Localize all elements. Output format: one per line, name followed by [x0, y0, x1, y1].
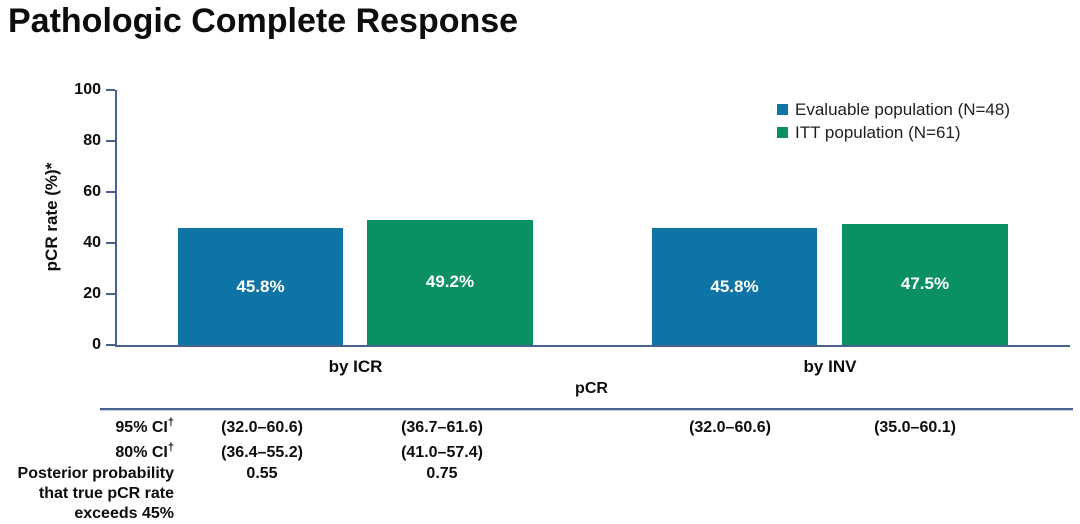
category-label-by-icr: by ICR — [328, 357, 383, 376]
stats-value: (36.7–61.6) — [401, 419, 483, 436]
stats-row-label: 80% CI† — [0, 441, 174, 463]
bar-value-label: 45.8% — [236, 276, 285, 296]
bar-by-icr-series-0: 45.8% — [178, 228, 343, 345]
bar-value-label: 49.2% — [425, 272, 475, 292]
y-axis-tick — [106, 140, 115, 142]
y-axis-tick — [106, 89, 115, 92]
bar-by-inv-series-1: 47.5% — [842, 223, 1008, 345]
x-axis-title: pCR — [575, 380, 608, 397]
legend-swatch-green-icon — [777, 127, 788, 138]
stats-row-label: 95% CI† — [0, 416, 174, 438]
chart-legend: Evaluable population (N=48) ITT populati… — [777, 98, 1010, 144]
dagger-footnote-marker: † — [167, 416, 174, 429]
stats-value: (32.0–60.6) — [221, 419, 303, 436]
dagger-footnote-marker: † — [167, 441, 174, 454]
y-axis-tick — [106, 344, 115, 346]
plot-area: 45.8% 49.2% 45.8% 47.5% 0 20 40 60 80 100 — [74, 81, 1070, 353]
stats-value: (36.4–55.2) — [221, 444, 303, 461]
y-axis-tick-label: 100 — [74, 81, 101, 98]
y-axis-tick-label: 40 — [83, 234, 101, 251]
bar-by-inv-series-0: 45.8% — [652, 228, 817, 345]
bar-value-label: 47.5% — [900, 274, 950, 294]
legend-swatch-blue-icon — [777, 104, 788, 115]
legend-item-evaluable: Evaluable population (N=48) — [777, 98, 1010, 121]
stats-row-label-text: 95% CI — [115, 419, 168, 436]
y-axis-tick-label: 60 — [83, 183, 101, 200]
stats-value: (35.0–60.1) — [874, 419, 956, 436]
y-axis-tick — [106, 242, 115, 244]
y-axis-tick-label: 20 — [83, 285, 101, 302]
y-axis-tick-label: 80 — [83, 132, 101, 149]
y-axis-tick-label: 0 — [92, 336, 101, 353]
stats-value: (32.0–60.6) — [689, 419, 771, 436]
stats-value: (41.0–57.4) — [401, 444, 483, 461]
page-title: Pathologic Complete Response — [8, 2, 519, 40]
stats-row-label-text: Posterior probability that true pCR rate… — [17, 465, 174, 522]
y-axis-tick — [106, 191, 115, 193]
bar-value-label: 45.8% — [710, 276, 759, 296]
legend-label: ITT population (N=61) — [795, 122, 961, 142]
y-axis-title: pCR rate (%)* — [42, 162, 61, 272]
stats-row-label: Posterior probability that true pCR rate… — [0, 464, 174, 524]
stats-row-label-text: 80% CI — [115, 444, 168, 461]
category-label-by-inv: by INV — [803, 357, 857, 376]
y-axis-tick — [106, 293, 115, 295]
stats-value: 0.75 — [426, 465, 458, 482]
stats-value: 0.55 — [246, 465, 278, 482]
legend-label: Evaluable population (N=48) — [795, 99, 1011, 119]
table-separator-line — [100, 408, 1073, 410]
bar-by-icr-series-1: 49.2% — [367, 219, 533, 345]
legend-item-itt: ITT population (N=61) — [777, 121, 1010, 144]
